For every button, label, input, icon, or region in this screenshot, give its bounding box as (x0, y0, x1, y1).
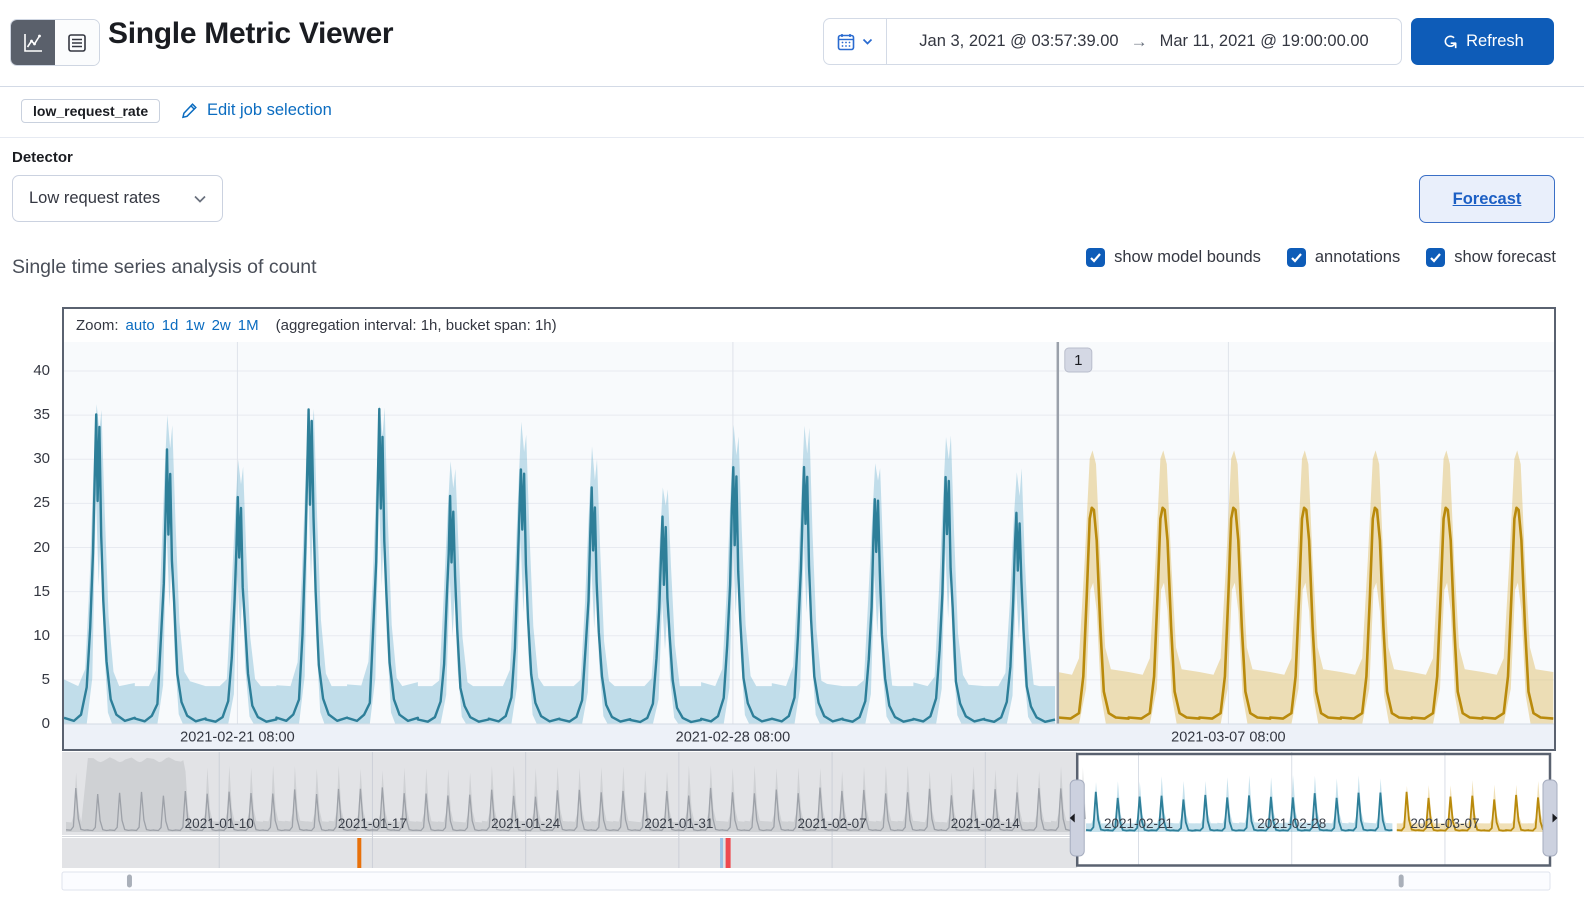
y-tick-label: 15 (33, 582, 50, 600)
brush-handle-arrow-left (1069, 813, 1075, 823)
zoom-link-1w[interactable]: 1w (185, 317, 205, 334)
chart-view-button[interactable] (11, 20, 55, 65)
context-week-label: 2021-01-17 (338, 816, 407, 831)
zoom-aggregation-info: (aggregation interval: 1h, bucket span: … (275, 317, 557, 334)
page-title: Single Metric Viewer (108, 17, 394, 50)
context-week-label: 2021-02-21 (1104, 816, 1173, 831)
scrollbar-track[interactable] (61, 871, 1551, 891)
context-week-label: 2021-02-28 (1257, 816, 1326, 831)
checkbox-label: show forecast (1454, 248, 1556, 266)
context-band-history (66, 757, 1086, 832)
refresh-icon: ↻ (1438, 33, 1460, 50)
job-row-divider (0, 137, 1584, 138)
chart-area: 0 5 10 15 20 25 30 35 40 Zoom: auto 1d 1w 2w 1M (aggre… (0, 307, 1584, 904)
y-tick-label: 30 (33, 450, 50, 468)
checkbox-annotations[interactable]: annotations (1286, 248, 1401, 267)
y-tick-label: 25 (33, 494, 50, 512)
date-range-display: Jan 3, 2021 @ 03:57:39.00 → Mar 11, 2021… (887, 19, 1401, 64)
x-axis-strip (64, 724, 1554, 749)
refresh-button[interactable]: ↻ Refresh (1411, 18, 1554, 65)
focus-chart-svg[interactable]: 1 2021-02-21 08:00 2021-02-28 08:00 2021-03… (63, 342, 1554, 749)
context-week-label: 2021-01-31 (644, 816, 713, 831)
checkbox-show-model-bounds[interactable]: show model bounds (1086, 248, 1261, 267)
date-range-picker: Jan 3, 2021 @ 03:57:39.00 → Mar 11, 2021… (823, 18, 1402, 65)
checkbox-label: annotations (1314, 248, 1401, 266)
annotation-badge-label: 1 (1074, 352, 1082, 369)
chevron-down-icon (192, 191, 208, 207)
zoom-link-auto[interactable]: auto (125, 317, 155, 334)
range-arrow-icon: → (1130, 31, 1148, 51)
context-line-selected-actual (1085, 791, 1393, 832)
context-week-label: 2021-03-07 (1410, 816, 1479, 831)
calendar-icon (836, 32, 856, 52)
context-week-label: 2021-01-24 (491, 816, 561, 831)
chart-option-checkboxes: show model bounds annotations show forecas… (1086, 248, 1556, 267)
zoom-link-1M[interactable]: 1M (237, 317, 259, 334)
focus-chart-panel: Zoom: auto 1d 1w 2w 1M (aggregation interval: … (62, 307, 1556, 751)
zoom-link-1d[interactable]: 1d (161, 317, 179, 334)
scrollbar-handle[interactable] (1398, 874, 1404, 888)
table-view-button[interactable] (55, 20, 99, 65)
refresh-label: Refresh (1466, 32, 1524, 50)
quick-select-button[interactable] (824, 19, 887, 64)
context-week-label: 2021-02-07 (798, 816, 867, 831)
scrollbar-handle[interactable] (126, 874, 132, 888)
chevron-down-icon (861, 35, 874, 48)
context-chart-svg[interactable]: 2021-01-10 2021-01-17 2021-01-24 2021-01-31… (61, 752, 1558, 892)
context-chart-wrap: 2021-01-10 2021-01-17 2021-01-24 2021-01-31… (61, 752, 1558, 897)
y-tick-label: 5 (41, 670, 50, 688)
swimlane-anomaly-mark-low[interactable] (720, 838, 724, 868)
end-date[interactable]: Mar 11, 2021 @ 19:00:00.00 (1159, 32, 1369, 50)
edit-job-selection-label: Edit job selection (207, 101, 332, 119)
analysis-heading: Single time series analysis of count (12, 256, 317, 278)
checkbox-label: show model bounds (1114, 248, 1261, 266)
checkbox-show-forecast[interactable]: show forecast (1426, 248, 1556, 267)
brush-handle-arrow-right (1552, 813, 1558, 823)
zoom-bar: Zoom: auto 1d 1w 2w 1M (aggregation interval: … (64, 309, 1554, 342)
context-line-selected-forecast (1396, 791, 1544, 832)
y-tick-label: 35 (33, 406, 50, 424)
zoom-prefix: Zoom: (76, 317, 119, 334)
job-badge: low_request_rate (21, 99, 161, 123)
context-line-history (65, 787, 1086, 832)
swimlane-bg (62, 838, 1078, 868)
x-tick-label: 2021-02-28 08:00 (676, 730, 791, 746)
line-chart-icon (21, 31, 45, 55)
header-divider (0, 86, 1584, 87)
checkbox-checked-icon[interactable] (1426, 248, 1446, 267)
actual-line (63, 407, 1056, 724)
start-date[interactable]: Jan 3, 2021 @ 03:57:39.00 (919, 32, 1119, 50)
context-week-label: 2021-02-14 (951, 816, 1021, 831)
view-toggle (10, 19, 100, 66)
pencil-icon (181, 102, 198, 119)
detector-selected-value: Low request rates (29, 189, 161, 207)
swimlane-anomaly-mark-major[interactable] (357, 838, 362, 868)
anomalies-table-icon (65, 31, 89, 55)
y-tick-label: 0 (41, 715, 50, 732)
x-tick-label: 2021-03-07 08:00 (1171, 730, 1286, 746)
context-week-label: 2021-01-10 (185, 816, 254, 831)
forecast-button[interactable]: Forecast (1419, 175, 1555, 223)
detector-select[interactable]: Low request rates (12, 175, 223, 222)
swimlane-anomaly-mark-critical[interactable] (725, 838, 731, 868)
zoom-link-2w[interactable]: 2w (211, 317, 231, 334)
checkbox-checked-icon[interactable] (1286, 248, 1306, 267)
forecast-line (1057, 506, 1554, 720)
edit-job-selection-link[interactable]: Edit job selection (181, 101, 332, 120)
x-tick-label: 2021-02-21 08:00 (180, 730, 295, 746)
y-tick-label: 10 (33, 626, 50, 644)
detector-label: Detector (12, 149, 73, 166)
checkbox-checked-icon[interactable] (1086, 248, 1106, 267)
annotation-badge[interactable] (1064, 347, 1093, 373)
y-tick-label: 20 (33, 538, 50, 556)
y-tick-label: 40 (33, 362, 50, 379)
context-band-selected-actual (1086, 775, 1393, 832)
